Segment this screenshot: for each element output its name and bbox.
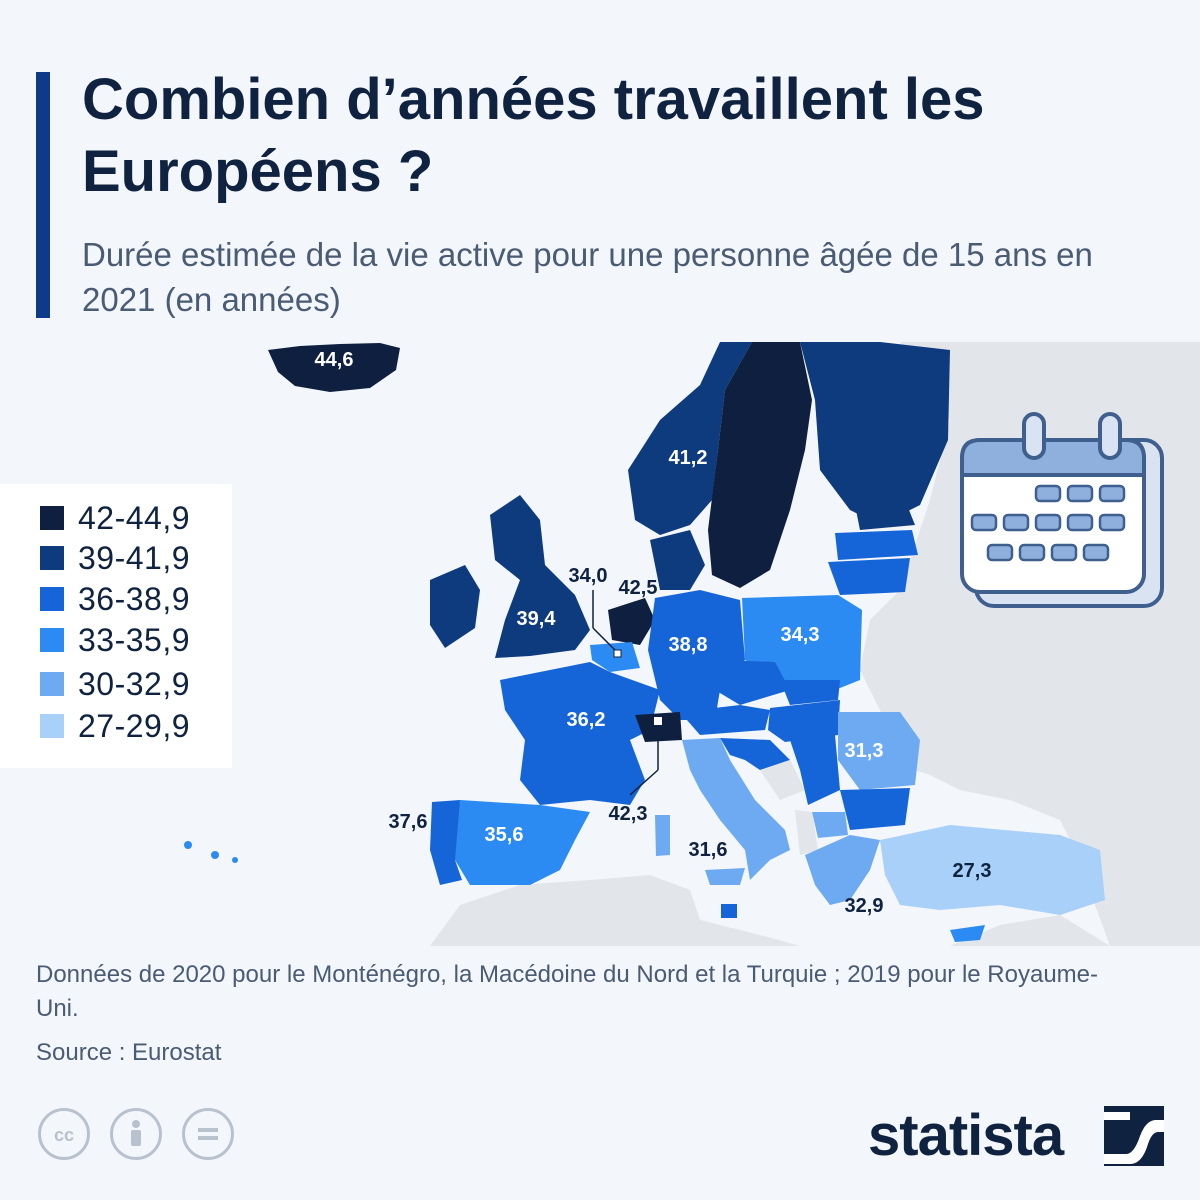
region-france xyxy=(500,662,660,805)
label-france: 36,2 xyxy=(567,709,606,731)
no-data-bosnia xyxy=(760,760,805,800)
label-poland: 34,3 xyxy=(781,624,820,646)
region-sardinia xyxy=(655,815,670,856)
region-denmark xyxy=(650,530,705,590)
region-croatia xyxy=(720,738,790,770)
legend-item: 42-44,9 xyxy=(40,498,190,538)
region-cyprus xyxy=(950,925,985,942)
page-subtitle: Durée estimée de la vie active pour une … xyxy=(82,236,1093,318)
legend-label: 27-29,9 xyxy=(78,707,191,744)
region-netherlands xyxy=(608,598,655,645)
region-turkey xyxy=(880,825,1105,915)
region-portugal xyxy=(430,800,462,885)
region-ireland xyxy=(430,565,480,648)
region-spain xyxy=(455,800,590,885)
label-switzerland: 42,3 xyxy=(609,803,648,825)
region-sicily xyxy=(705,868,745,885)
cc-icon[interactable]: cc xyxy=(38,1108,90,1160)
label-greece: 32,9 xyxy=(845,895,884,917)
legend-swatch xyxy=(40,714,64,738)
region-italy xyxy=(682,738,790,880)
region-romania xyxy=(838,712,920,790)
legend-label: 36-38,9 xyxy=(78,580,191,617)
legend-item: 30-32,9 xyxy=(40,664,190,704)
legend-swatch xyxy=(40,628,64,652)
legend-swatch xyxy=(40,506,64,530)
no-data-land-north-africa xyxy=(430,875,800,946)
region-slovakia xyxy=(780,680,840,705)
label-portugal: 37,6 xyxy=(389,811,428,833)
legend-item: 36-38,9 xyxy=(40,579,190,619)
legend-swatch xyxy=(40,672,64,696)
no-data-land-middle-east xyxy=(950,915,1110,946)
region-uk xyxy=(490,495,590,658)
region-iceland xyxy=(268,343,400,392)
label-netherlands: 42,5 xyxy=(619,577,658,599)
region-finland xyxy=(800,342,950,525)
page-title: Combien d’années travaillent les Europée… xyxy=(82,67,985,204)
legend-item: 27-29,9 xyxy=(40,706,190,746)
label-belgium: 34,0 xyxy=(569,565,608,587)
statista-logo-icon[interactable] xyxy=(1104,1106,1164,1166)
region-hungary xyxy=(768,700,840,742)
no-derivatives-icon[interactable] xyxy=(182,1108,234,1160)
region-serbia xyxy=(790,735,840,805)
label-spain: 35,6 xyxy=(485,824,524,846)
label-turkey: 27,3 xyxy=(953,860,992,882)
region-austria xyxy=(680,705,770,735)
label-norway: 41,2 xyxy=(669,447,708,469)
legend-label: 39-41,9 xyxy=(78,539,191,576)
label-uk: 39,4 xyxy=(517,608,557,630)
legend-label: 33-35,9 xyxy=(78,621,191,658)
statista-wordmark[interactable]: statista xyxy=(868,1103,1064,1168)
region-latvia xyxy=(835,530,918,560)
legend-item: 39-41,9 xyxy=(40,538,190,578)
region-czechia xyxy=(715,660,790,705)
legend-label: 30-32,9 xyxy=(78,665,191,702)
legend-label: 42-44,9 xyxy=(78,499,191,536)
source-line: Source : Eurostat xyxy=(36,1039,222,1066)
region-lithuania xyxy=(828,558,910,595)
region-malta xyxy=(721,904,737,918)
attribution-icon[interactable] xyxy=(110,1108,162,1160)
label-germany: 38,8 xyxy=(669,634,708,656)
label-iceland: 44,6 xyxy=(315,349,354,371)
region-sweden xyxy=(708,342,812,588)
footnote: Données de 2020 pour le Monténégro, la M… xyxy=(36,961,1099,1022)
region-estonia xyxy=(855,500,915,530)
legend-item: 33-35,9 xyxy=(40,620,190,660)
region-norway xyxy=(628,342,752,535)
legend-swatch xyxy=(40,546,64,570)
label-romania: 31,3 xyxy=(845,740,884,762)
region-bulgaria xyxy=(840,788,910,830)
map-legend: 42-44,9 39-41,9 36-38,9 33-35,9 30-32,9 … xyxy=(0,484,232,768)
title-accent-bar xyxy=(36,72,50,318)
legend-swatch xyxy=(40,587,64,611)
region-greece xyxy=(805,835,880,905)
svg-text:cc: cc xyxy=(54,1125,74,1145)
label-italy: 31,6 xyxy=(689,839,728,861)
no-data-albania xyxy=(795,810,818,855)
europe-map: 44,6 41,2 39,4 34,0 42,5 38,8 34,3 36,2 … xyxy=(0,342,1200,946)
region-north-macedonia xyxy=(812,812,848,838)
calendar-icon xyxy=(960,412,1164,608)
